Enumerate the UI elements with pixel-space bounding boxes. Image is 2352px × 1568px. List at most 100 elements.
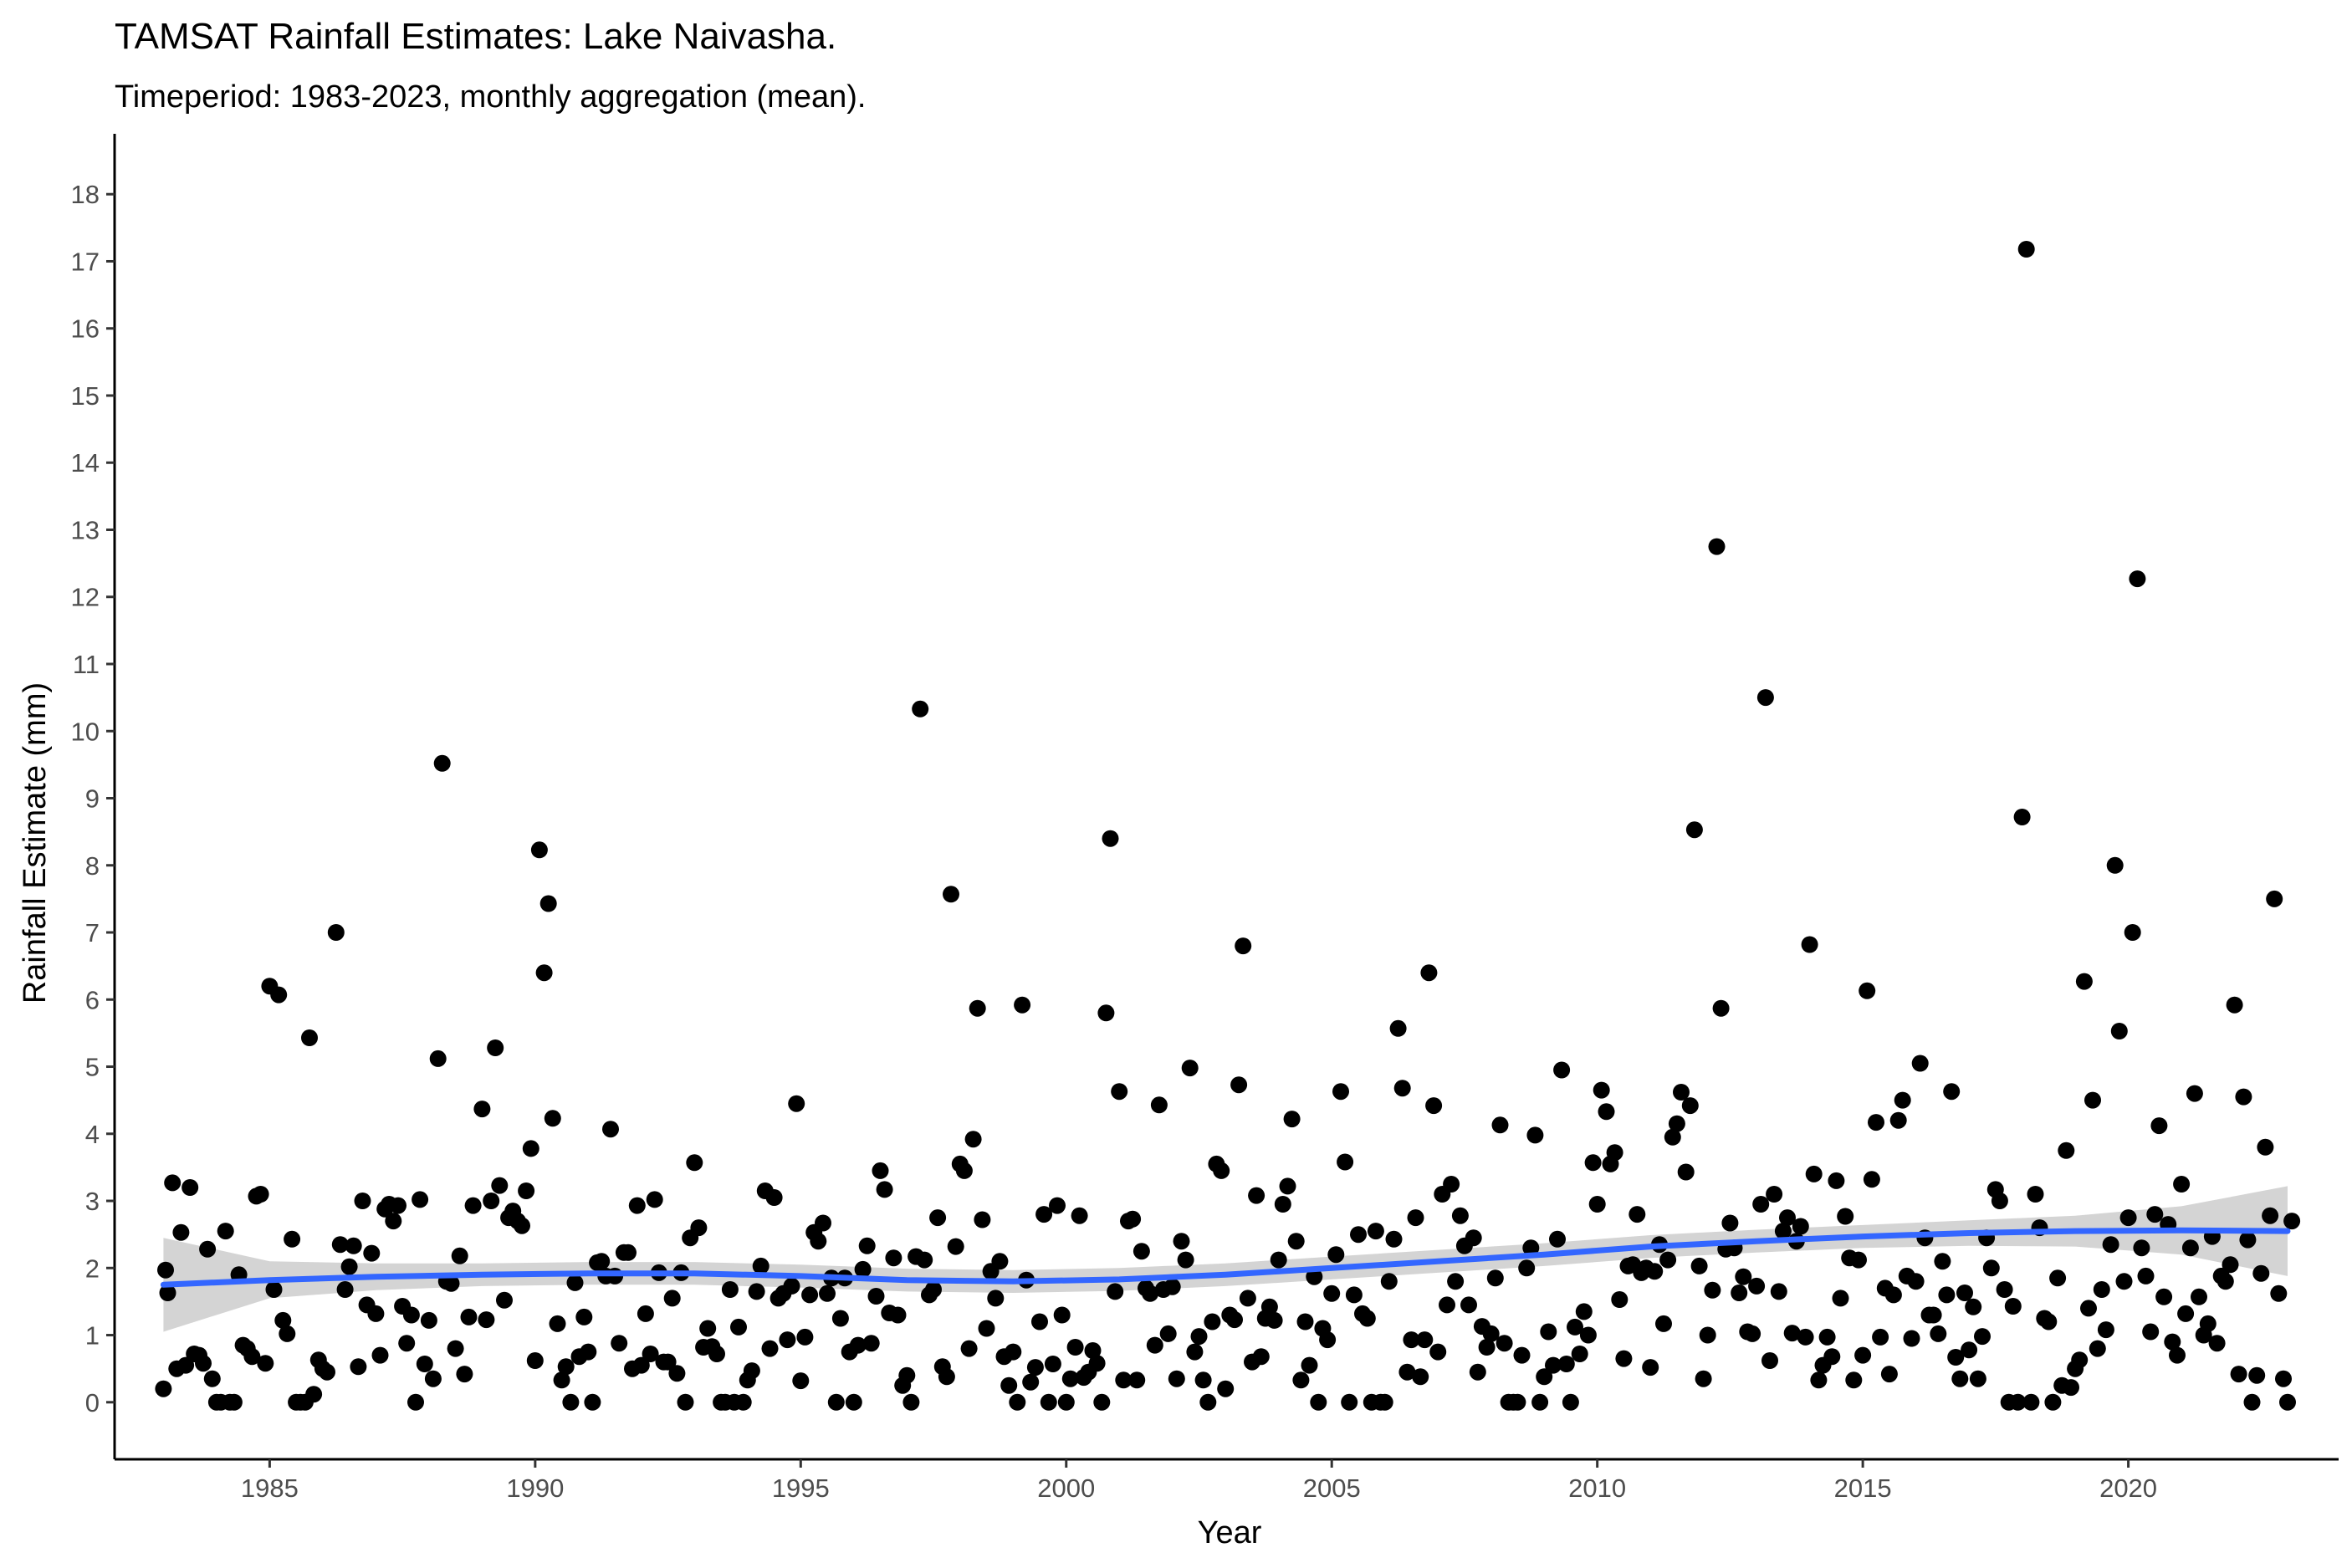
y-axis-title: Rainfall Estimate (mm) [18,682,53,1004]
data-point [1142,1285,1159,1302]
data-point [1598,1103,1615,1121]
data-point [699,1320,717,1337]
data-point [1451,1207,1469,1224]
data-point [783,1277,800,1295]
data-point [1668,1115,1685,1132]
data-point [217,1223,234,1240]
data-point [284,1230,301,1248]
data-point [1783,1325,1801,1342]
data-point [955,1162,973,1179]
y-tick-label: 8 [85,851,100,881]
data-point [483,1193,500,1209]
data-point [2009,1393,2027,1411]
data-point [642,1346,659,1362]
data-point [1982,1259,2000,1277]
data-point [1425,1097,1443,1115]
data-point [580,1343,597,1361]
data-point [1128,1371,1146,1389]
data-point [1884,1286,1902,1304]
data-point [792,1372,810,1390]
data-point [305,1386,323,1403]
data-point [815,1214,831,1232]
data-point [491,1177,509,1194]
data-point [1071,1207,1088,1224]
data-point [1469,1363,1486,1381]
data-point [779,1331,796,1349]
data-point [1615,1350,1633,1367]
data-point [1677,1163,1695,1181]
data-point [1951,1370,1969,1387]
data-point [1287,1233,1305,1250]
data-point [1000,1376,1018,1394]
data-point [902,1393,920,1411]
data-point [1163,1278,1181,1295]
data-point [203,1370,221,1387]
data-point [938,1368,955,1386]
data-point [1443,1176,1460,1193]
data-point [1947,1349,1965,1366]
data-point [1805,1165,1823,1182]
data-point [447,1340,464,1357]
y-tick-label: 11 [73,650,100,679]
data-point [1159,1325,1177,1342]
data-point [1496,1335,1513,1352]
data-point [1301,1356,1318,1374]
x-tick-label: 2005 [1303,1474,1361,1503]
data-point [398,1335,416,1352]
data-point [1439,1296,1455,1314]
data-point [2248,1366,2266,1384]
data-point [943,886,959,903]
data-point [407,1393,424,1411]
data-point [2257,1138,2274,1156]
data-point [354,1193,371,1209]
data-point [1040,1393,1057,1411]
x-tick-label: 2015 [1834,1474,1892,1503]
data-point [1111,1083,1128,1101]
data-point [1057,1393,1075,1411]
data-point [1761,1352,1778,1369]
data-point [1969,1370,1986,1387]
y-tick-label: 15 [71,381,100,411]
y-tick-label: 16 [71,314,100,344]
data-point [416,1356,433,1372]
data-point [424,1370,442,1387]
data-point [1274,1196,1291,1213]
data-point [845,1393,862,1411]
data-point [363,1244,381,1262]
data-point [1943,1083,1961,1101]
data-point [1911,1055,1929,1072]
data-point [1567,1318,1583,1336]
data-point [1823,1348,1841,1366]
data-point [964,1131,982,1148]
data-point [1903,1330,1920,1347]
data-point [2239,1231,2257,1249]
data-point [1859,982,1876,999]
data-point [752,1257,770,1274]
data-point [1341,1393,1358,1411]
data-point [916,1251,933,1269]
data-point [1412,1368,1429,1386]
data-point [1961,1341,1978,1359]
data-point [1629,1206,1646,1223]
data-point [1526,1126,1544,1144]
data-point [1350,1226,1367,1244]
data-point [566,1274,584,1291]
data-point [2049,1269,2067,1287]
data-point [1044,1356,1061,1372]
data-point [2155,1288,2173,1305]
data-point [1319,1331,1337,1349]
data-point [526,1352,544,1369]
data-point [2235,1088,2252,1106]
data-point [1531,1393,1549,1411]
y-tick-label: 12 [71,583,100,612]
data-point [1889,1111,1907,1129]
data-point [2110,1023,2128,1039]
data-point [1026,1359,1044,1376]
data-point [1518,1259,1536,1277]
data-point [602,1121,619,1138]
data-point [2040,1313,2058,1331]
data-point [1748,1277,1766,1295]
data-point [1588,1196,1606,1213]
data-point [2142,1323,2160,1341]
y-tick-label: 18 [71,180,100,209]
